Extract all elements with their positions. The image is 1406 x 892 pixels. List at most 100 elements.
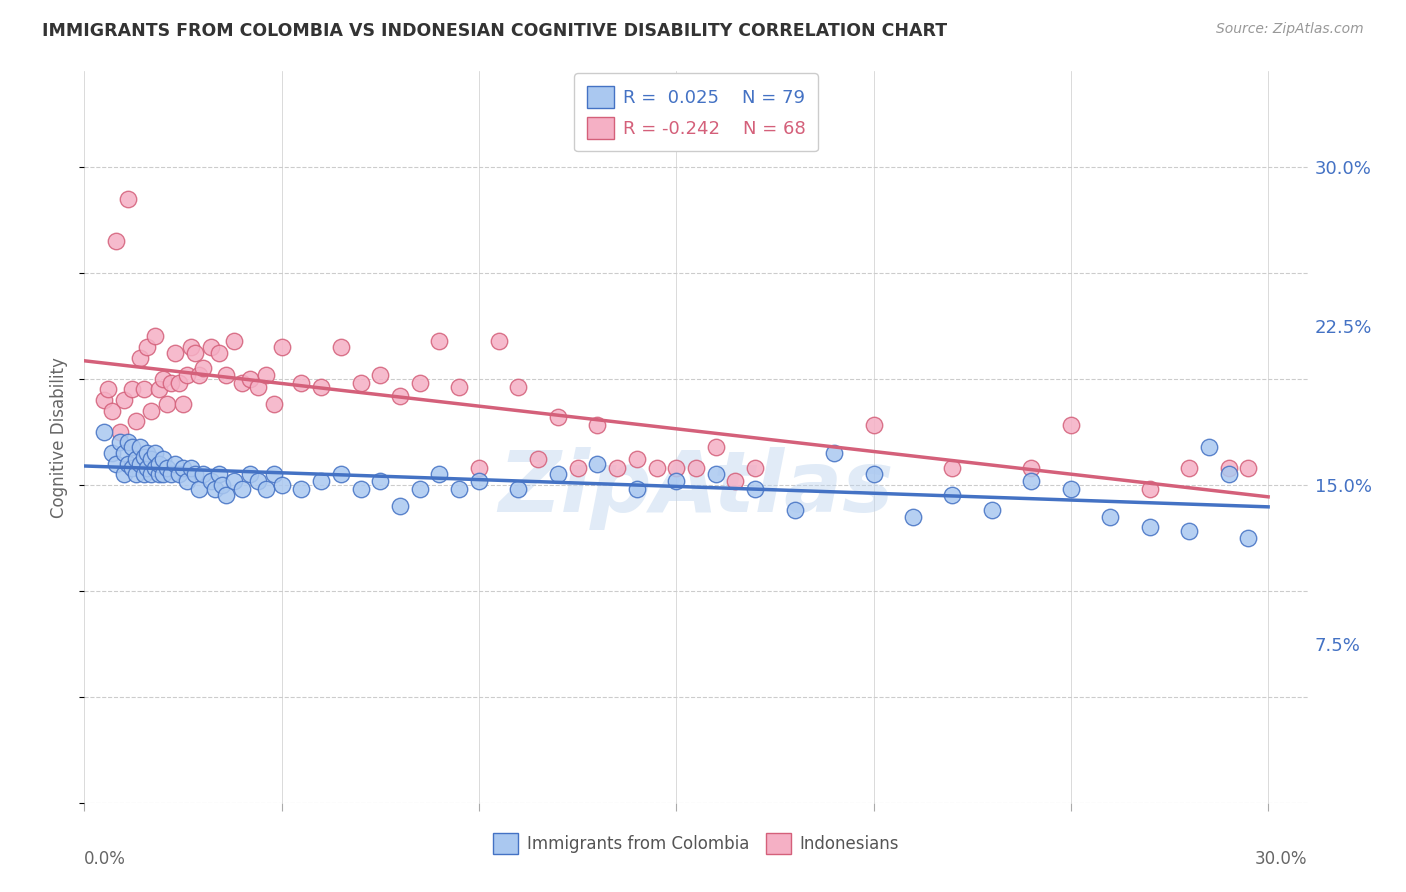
Text: 0.0%: 0.0% xyxy=(84,850,127,868)
Point xyxy=(389,499,412,513)
Point xyxy=(200,340,222,354)
Point xyxy=(148,457,170,471)
Point xyxy=(901,509,924,524)
Point xyxy=(156,397,179,411)
Point xyxy=(167,467,190,482)
Point xyxy=(180,460,202,475)
Point xyxy=(191,467,214,482)
Point xyxy=(101,446,124,460)
Point xyxy=(211,477,233,491)
Point xyxy=(239,467,262,482)
Point xyxy=(93,425,115,439)
Point xyxy=(941,488,963,502)
Point xyxy=(141,452,163,467)
Point xyxy=(239,372,262,386)
Point xyxy=(180,340,202,354)
Point xyxy=(1060,418,1083,433)
Point xyxy=(160,376,183,390)
Point xyxy=(744,460,766,475)
Point xyxy=(704,467,727,482)
Point xyxy=(200,474,222,488)
Point xyxy=(527,452,550,467)
Point xyxy=(606,460,628,475)
Point xyxy=(409,482,432,496)
Point xyxy=(409,376,432,390)
Text: IMMIGRANTS FROM COLOMBIA VS INDONESIAN COGNITIVE DISABILITY CORRELATION CHART: IMMIGRANTS FROM COLOMBIA VS INDONESIAN C… xyxy=(42,22,948,40)
Point xyxy=(665,474,688,488)
Point xyxy=(1237,531,1260,545)
Point xyxy=(941,460,963,475)
Point xyxy=(176,368,198,382)
Point xyxy=(1218,467,1240,482)
Point xyxy=(160,467,183,482)
Point xyxy=(132,467,155,482)
Point xyxy=(101,403,124,417)
Point xyxy=(468,474,491,488)
Legend: Immigrants from Colombia, Indonesians: Immigrants from Colombia, Indonesians xyxy=(486,827,905,860)
Point xyxy=(1218,460,1240,475)
Point xyxy=(148,467,170,482)
Point xyxy=(449,380,471,394)
Point xyxy=(1139,482,1161,496)
Point xyxy=(128,457,150,471)
Point xyxy=(290,376,312,390)
Point xyxy=(121,460,143,475)
Point xyxy=(97,383,120,397)
Point xyxy=(145,460,167,475)
Point xyxy=(207,346,229,360)
Point xyxy=(1099,509,1122,524)
Point xyxy=(263,467,285,482)
Point xyxy=(136,446,159,460)
Point xyxy=(1060,482,1083,496)
Point xyxy=(508,482,530,496)
Point xyxy=(165,457,187,471)
Point xyxy=(368,368,391,382)
Point xyxy=(744,482,766,496)
Text: ZipAtlas: ZipAtlas xyxy=(498,447,894,530)
Point xyxy=(145,446,167,460)
Point xyxy=(468,460,491,475)
Y-axis label: Cognitive Disability: Cognitive Disability xyxy=(51,357,69,517)
Point xyxy=(329,340,352,354)
Point xyxy=(254,482,277,496)
Point xyxy=(104,457,127,471)
Point xyxy=(165,346,187,360)
Point xyxy=(231,482,253,496)
Point xyxy=(132,450,155,465)
Point xyxy=(121,383,143,397)
Point xyxy=(145,329,167,343)
Point xyxy=(508,380,530,394)
Point xyxy=(547,409,569,424)
Point xyxy=(104,234,127,248)
Point xyxy=(724,474,747,488)
Point xyxy=(270,477,292,491)
Point xyxy=(108,435,131,450)
Point xyxy=(823,446,845,460)
Point xyxy=(141,403,163,417)
Point xyxy=(128,440,150,454)
Point xyxy=(349,482,371,496)
Point xyxy=(204,482,226,496)
Point xyxy=(449,482,471,496)
Point xyxy=(117,435,139,450)
Point xyxy=(429,467,451,482)
Point xyxy=(224,334,246,348)
Point xyxy=(136,340,159,354)
Point xyxy=(246,474,269,488)
Point xyxy=(547,467,569,482)
Point xyxy=(152,452,174,467)
Point xyxy=(626,482,648,496)
Point xyxy=(176,474,198,488)
Point xyxy=(263,397,285,411)
Point xyxy=(254,368,277,382)
Point xyxy=(1198,440,1220,454)
Point xyxy=(231,376,253,390)
Point xyxy=(645,460,668,475)
Point xyxy=(1237,460,1260,475)
Point xyxy=(117,192,139,206)
Point xyxy=(141,467,163,482)
Point xyxy=(112,467,135,482)
Point xyxy=(389,389,412,403)
Point xyxy=(207,467,229,482)
Point xyxy=(488,334,510,348)
